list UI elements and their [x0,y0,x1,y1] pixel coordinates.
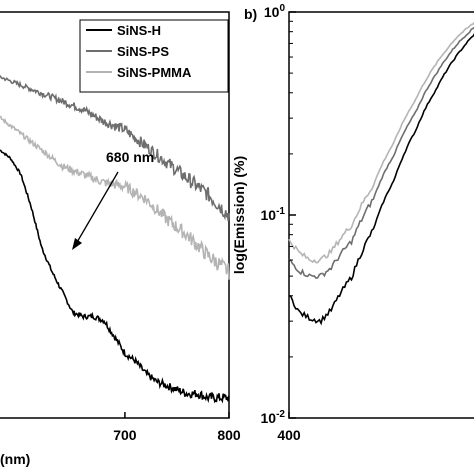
panel-a-xlabel: (nm) [0,451,30,467]
panel-b-series-sins-pmma [288,21,474,264]
legend: SiNS-H SiNS-PS SiNS-PMMA [79,19,229,93]
panel-a-series-sins-h [0,149,230,404]
panel-a-series [0,75,230,404]
panel-b-label: b) [244,6,257,22]
panel-b-ytick-label: 10-2 [261,409,286,426]
panel-b-ytick-label: 10-1 [261,206,286,223]
annotation-680nm: 680 nm [106,149,154,165]
legend-entry: SiNS-PMMA [117,65,192,80]
panel-b-xtick-label: 400 [277,427,301,443]
panel-a-x-ticks: 700 800 [113,412,241,443]
panel-a-series-sins-ps [0,75,230,222]
annotation-arrow [75,171,119,245]
panel-a-series-sins-pmma [0,115,230,280]
legend-entry: SiNS-PS [117,44,169,59]
panel-a-xtick-label: 700 [113,427,137,443]
panel-b-ticks: 40050010010-110-2 [261,3,301,443]
panel-b-ylabel: log(Emission) (%) [231,156,247,274]
panel-b-ytick-label: 100 [264,3,286,20]
panel-b-series [288,21,474,326]
panel-b-series-sins-h [289,33,474,326]
panel-b: 40050010010-110-2 b) log(Emission) (%) [231,3,474,443]
legend-box [79,19,229,93]
legend-entry: SiNS-H [117,23,161,38]
annotation-arrow-head [72,238,82,250]
panel-a: 700 800 (nm) SiNS-H SiNS-PS SiNS-PMMA 680 n… [0,11,241,467]
panel-b-series-sins-ps [288,26,474,279]
panel-a-xtick-label: 800 [217,427,241,443]
